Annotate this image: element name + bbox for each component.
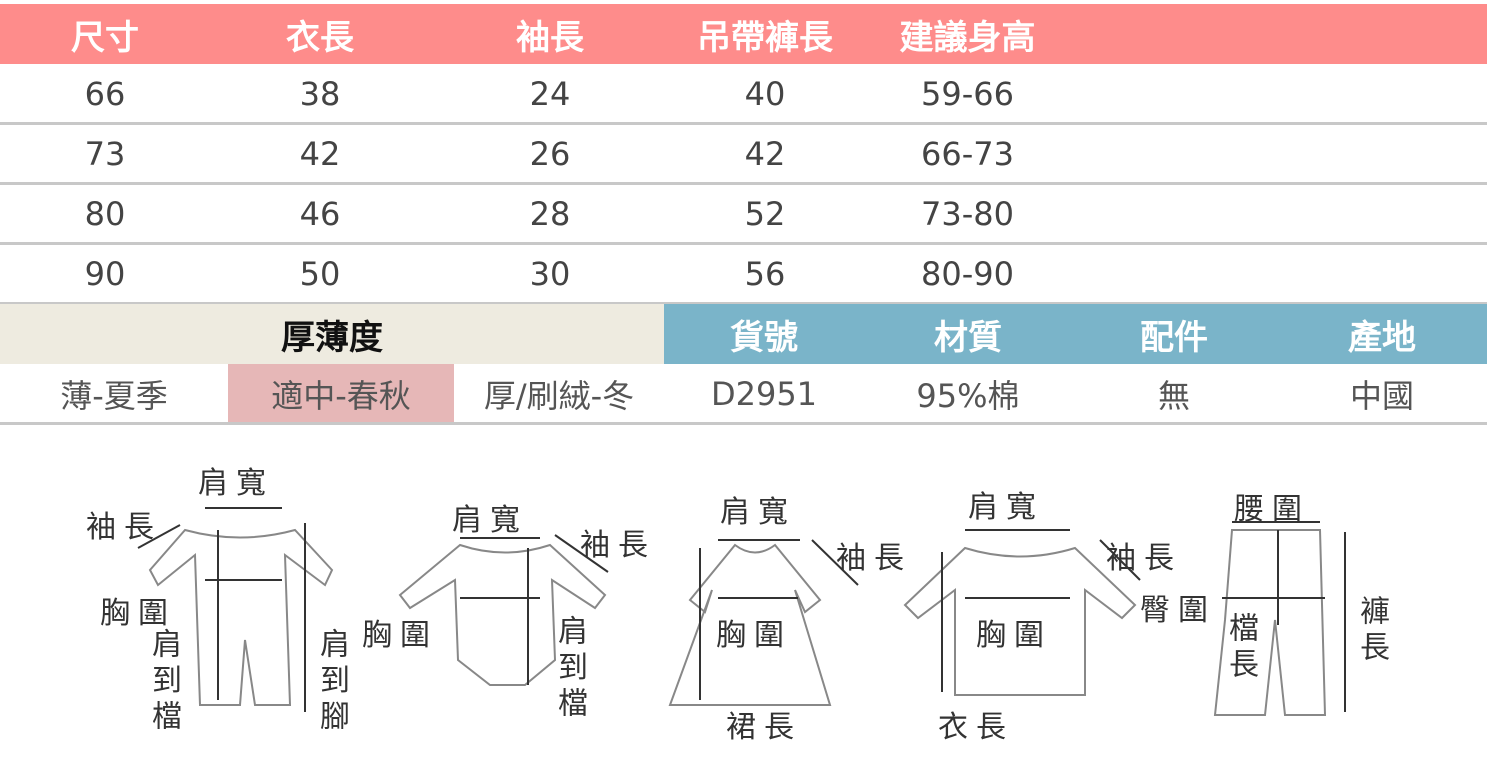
info-header-origin: 產地: [1348, 317, 1416, 358]
garment-diagrams: [137, 507, 1346, 716]
size-table-row: 73 42 26 42 66-73: [0, 124, 1487, 184]
bodysuit-sleeve-label: 袖長: [580, 528, 656, 563]
size-table-cell: 66-73: [921, 135, 1014, 173]
size-table-cell: 80-90: [921, 255, 1014, 293]
row-divider: [0, 122, 1487, 125]
size-table-cell: 26: [529, 135, 571, 173]
thickness-thick: 厚/刷絨-冬: [483, 376, 635, 415]
romper-drawing: [148, 528, 334, 706]
pants-drawing: [1213, 529, 1327, 716]
romper-shoulder-crotch-label: 肩到檔: [146, 628, 181, 736]
pants-rise-label: 檔長: [1223, 612, 1258, 684]
info-header-sku: 貨號: [730, 317, 798, 358]
size-table-row: 80 46 28 52 73-80: [0, 184, 1487, 244]
top-length-label: 衣長: [938, 710, 1014, 745]
size-table-cell: 80: [84, 195, 126, 233]
thickness-medium-selected: 適中-春秋: [228, 364, 454, 423]
info-sku: D2951: [710, 374, 818, 413]
dress-shoulder-label: 肩寬: [720, 495, 796, 530]
size-table-cell: 59-66: [921, 75, 1014, 113]
dress-chest-label: 胸圍: [716, 618, 792, 653]
bodysuit-chest-label: 胸圍: [362, 618, 438, 653]
pants-length-label: 褲長: [1354, 595, 1389, 667]
header-overall-length: 吊帶褲長: [697, 17, 833, 58]
romper-chest-label: 胸圍: [100, 596, 176, 631]
size-table-cell: 38: [299, 75, 341, 113]
size-table-cell: 50: [299, 255, 341, 293]
romper-shoulder-foot-label: 肩到腳: [314, 628, 349, 736]
top-sleeve-label: 袖長: [1106, 541, 1182, 576]
size-table-cell: 52: [744, 195, 786, 233]
thickness-title: 厚薄度: [0, 304, 664, 364]
size-table-cell: 73-80: [921, 195, 1014, 233]
size-table-cell: 73: [84, 135, 126, 173]
size-table-cell: 90: [84, 255, 126, 293]
top-drawing: [903, 546, 1137, 696]
size-table-row: 90 50 30 56 80-90: [0, 244, 1487, 304]
dress-sleeve-label: 袖長: [836, 541, 912, 576]
pants-hip-label: 臀圍: [1140, 593, 1216, 628]
info-material: 95%棉: [916, 376, 1020, 415]
header-height: 建議身高: [899, 17, 1036, 58]
row-divider: [0, 182, 1487, 185]
dress-drawing: [668, 543, 832, 706]
romper-shoulder-label: 肩寬: [198, 466, 274, 501]
pants-waist-label: 腰圍: [1234, 492, 1310, 527]
size-table-cell: 42: [299, 135, 341, 173]
size-table-cell: 28: [529, 195, 571, 233]
info-header-material: 材質: [934, 317, 1002, 358]
top-shoulder-label: 肩寬: [968, 490, 1044, 525]
bodysuit-shoulder-label: 肩寬: [452, 503, 528, 538]
header-size: 尺寸: [71, 17, 139, 58]
size-table-row: 66 38 24 40 59-66: [0, 64, 1487, 124]
info-accessories: 無: [1157, 376, 1190, 415]
size-table-cell: 46: [299, 195, 341, 233]
thickness-thin: 薄-夏季: [60, 376, 168, 415]
bodysuit-drawing: [398, 543, 607, 686]
row-divider: [0, 242, 1487, 245]
bodysuit-shoulder-crotch-label: 肩到檔: [552, 615, 587, 723]
size-table-cell: 30: [529, 255, 571, 293]
romper-sleeve-label: 袖長: [86, 510, 162, 545]
size-table-cell: 56: [744, 255, 786, 293]
size-table-cell: 42: [744, 135, 786, 173]
size-table-cell: 24: [529, 75, 571, 113]
info-header-accessories: 配件: [1140, 317, 1208, 358]
size-table-header: 尺寸 衣長 袖長 吊帶褲長 建議身高: [0, 4, 1487, 64]
info-origin: 中國: [1349, 376, 1414, 415]
size-table-cell: 66: [84, 75, 126, 113]
top-chest-label: 胸圍: [976, 618, 1052, 653]
size-table-cell: 40: [744, 75, 786, 113]
header-length: 衣長: [286, 17, 354, 58]
header-sleeve: 袖長: [516, 17, 584, 58]
dress-skirt-length-label: 裙長: [726, 710, 802, 745]
